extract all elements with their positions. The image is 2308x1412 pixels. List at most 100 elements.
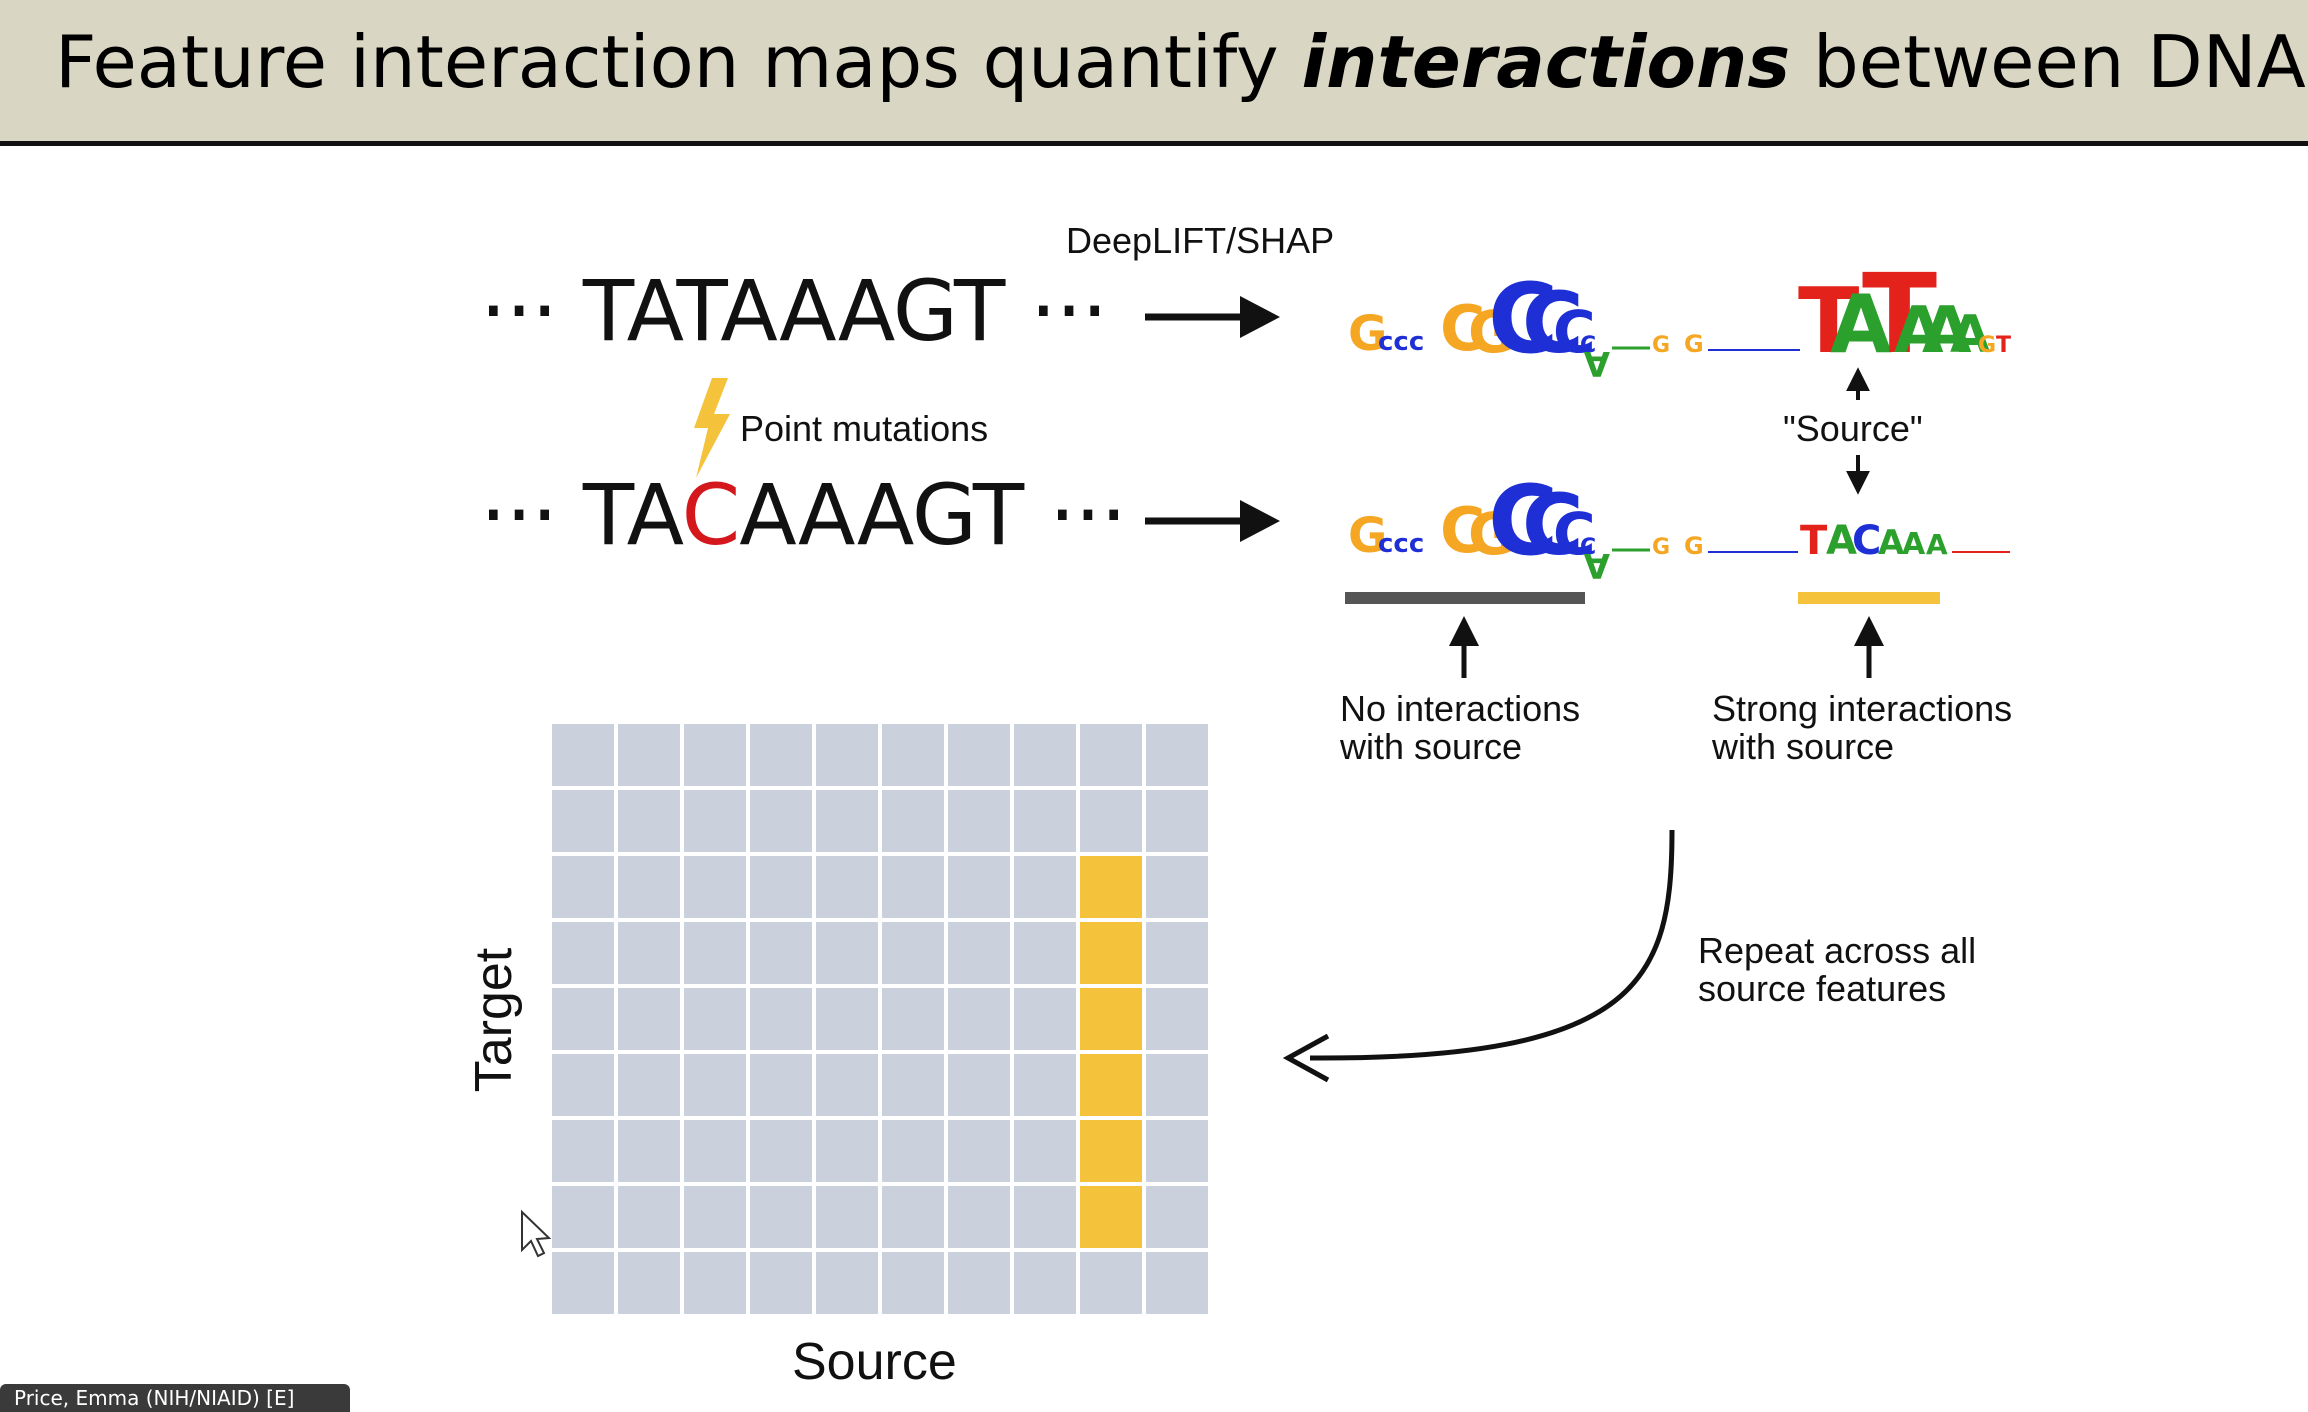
no-interactions-line-2: with source: [1340, 726, 1523, 767]
title-emphasis: interactions: [1301, 20, 1791, 104]
source-quote-label: "Source": [1783, 408, 1923, 449]
heatmap-cell: [1146, 1120, 1208, 1182]
heatmap-cell-highlighted: [1080, 1186, 1142, 1248]
svg-text:A: A: [1922, 294, 1972, 368]
heatmap-cell: [552, 922, 614, 984]
svg-text:ccc: ccc: [1378, 327, 1424, 357]
heatmap-cell: [552, 790, 614, 852]
svg-text:G: G: [1652, 535, 1670, 560]
dots-left: ···: [480, 262, 558, 360]
point-mutations-label: Point mutations: [740, 408, 989, 449]
svg-text:G: G: [1348, 508, 1387, 564]
heatmap-cell: [684, 922, 746, 984]
heatmap-cell-highlighted: [1080, 988, 1142, 1050]
no-interactions-label: No interactions with source: [1340, 690, 1580, 766]
heatmap-cell: [1014, 856, 1076, 918]
slide-title: Feature interaction maps quantify intera…: [55, 12, 2306, 113]
heatmap-cell: [618, 1054, 680, 1116]
heatmap-cell: [552, 988, 614, 1050]
heatmap-cell: [1146, 856, 1208, 918]
heatmap-cell: [750, 922, 812, 984]
heatmap-cell: [1146, 1186, 1208, 1248]
interaction-heatmap: [552, 724, 1214, 1318]
heatmap-cell: [1014, 988, 1076, 1050]
heatmap-cell: [750, 988, 812, 1050]
heatmap-cell: [750, 790, 812, 852]
heatmap-cell: [1146, 922, 1208, 984]
svg-text:G: G: [1468, 298, 1516, 366]
heatmap-cell: [1014, 790, 1076, 852]
mutated-sequence: ··· TACAAAGT ···: [480, 466, 1127, 564]
heatmap-cell: [552, 856, 614, 918]
heatmap-cell: [684, 1186, 746, 1248]
heatmap-cell: [1014, 1120, 1076, 1182]
heatmap-cell: [882, 1054, 944, 1116]
heatmap-cell: [552, 724, 614, 786]
svg-text:A: A: [1950, 305, 1990, 365]
heatmap-cell: [618, 922, 680, 984]
attribution-logo-original: G ccc C G C C C C A G G T A T A A A G T: [1348, 250, 2011, 383]
sequence-text: TACAAAGT: [582, 466, 1024, 564]
heatmap-cell: [1014, 1252, 1076, 1314]
svg-text:A: A: [1902, 527, 1926, 562]
svg-text:T: T: [1800, 518, 1828, 564]
heatmap-cell: [618, 1252, 680, 1314]
heatmap-cell-highlighted: [1080, 856, 1142, 918]
arrow-right-icon: [1145, 500, 1280, 542]
heatmap-cell: [948, 856, 1010, 918]
svg-text:A: A: [1583, 545, 1610, 585]
lightning-bolt-icon: [694, 378, 730, 478]
heatmap-cell-highlighted: [1080, 1054, 1142, 1116]
attribution-logo-mutated: G ccc C G C C C C A G G T A C A A A: [1348, 465, 2010, 585]
svg-text:G: G: [1652, 333, 1670, 358]
heatmap-cell: [816, 922, 878, 984]
source-axis-label: Source: [792, 1333, 957, 1391]
mutated-base: C: [681, 466, 741, 564]
presenter-name-chip: Price, Emma (NIH/NIAID) [E]: [0, 1384, 350, 1412]
heatmap-cell: [1080, 790, 1142, 852]
no-interactions-line-1: No interactions: [1340, 688, 1581, 729]
heatmap-cell: [948, 922, 1010, 984]
heatmap-cell: [816, 1120, 878, 1182]
title-bar: Feature interaction maps quantify intera…: [0, 0, 2308, 146]
title-prefix: Feature interaction maps quantify: [55, 20, 1302, 104]
heatmap-cell: [1080, 724, 1142, 786]
strong-interactions-line-2: with source: [1712, 726, 1895, 767]
heatmap-cell: [618, 988, 680, 1050]
heatmap-cell: [1146, 724, 1208, 786]
svg-text:C: C: [1553, 500, 1596, 568]
heatmap-cell: [816, 1054, 878, 1116]
heatmap-cell: [618, 790, 680, 852]
svg-text:G: G: [1348, 306, 1387, 362]
heatmap-cell: [1146, 1252, 1208, 1314]
heatmap-cell: [948, 988, 1010, 1050]
heatmap-cell: [684, 1054, 746, 1116]
svg-text:C: C: [1553, 298, 1596, 366]
heatmap-cell: [1014, 1054, 1076, 1116]
heatmap-cell: [948, 1186, 1010, 1248]
repeat-line-1: Repeat across all: [1698, 930, 1977, 971]
heatmap-cell: [948, 1252, 1010, 1314]
heatmap-cell: [948, 724, 1010, 786]
heatmap-cell: [618, 1186, 680, 1248]
heatmap-cell: [882, 1252, 944, 1314]
dots-right: ···: [1030, 262, 1108, 360]
svg-text:ccc: ccc: [1378, 529, 1424, 559]
strong-interactions-line-1: Strong interactions: [1712, 688, 2013, 729]
heatmap-cell: [882, 1186, 944, 1248]
svg-text:C: C: [1852, 518, 1881, 564]
svg-text:A: A: [1926, 528, 1948, 561]
heatmap-cell: [816, 1186, 878, 1248]
svg-text:C: C: [1440, 292, 1486, 365]
method-label: DeepLIFT/SHAP: [1066, 220, 1335, 261]
heatmap-cell: [552, 1054, 614, 1116]
mouse-cursor-icon: [521, 1209, 552, 1258]
svg-text:C: C: [1522, 274, 1584, 372]
no-interaction-bar: [1345, 592, 1585, 604]
heatmap-cell: [750, 1054, 812, 1116]
dots-left: ···: [480, 466, 558, 564]
heatmap-cell: [1146, 1054, 1208, 1116]
heatmap-cell: [684, 1252, 746, 1314]
heatmap-cell: [1146, 988, 1208, 1050]
